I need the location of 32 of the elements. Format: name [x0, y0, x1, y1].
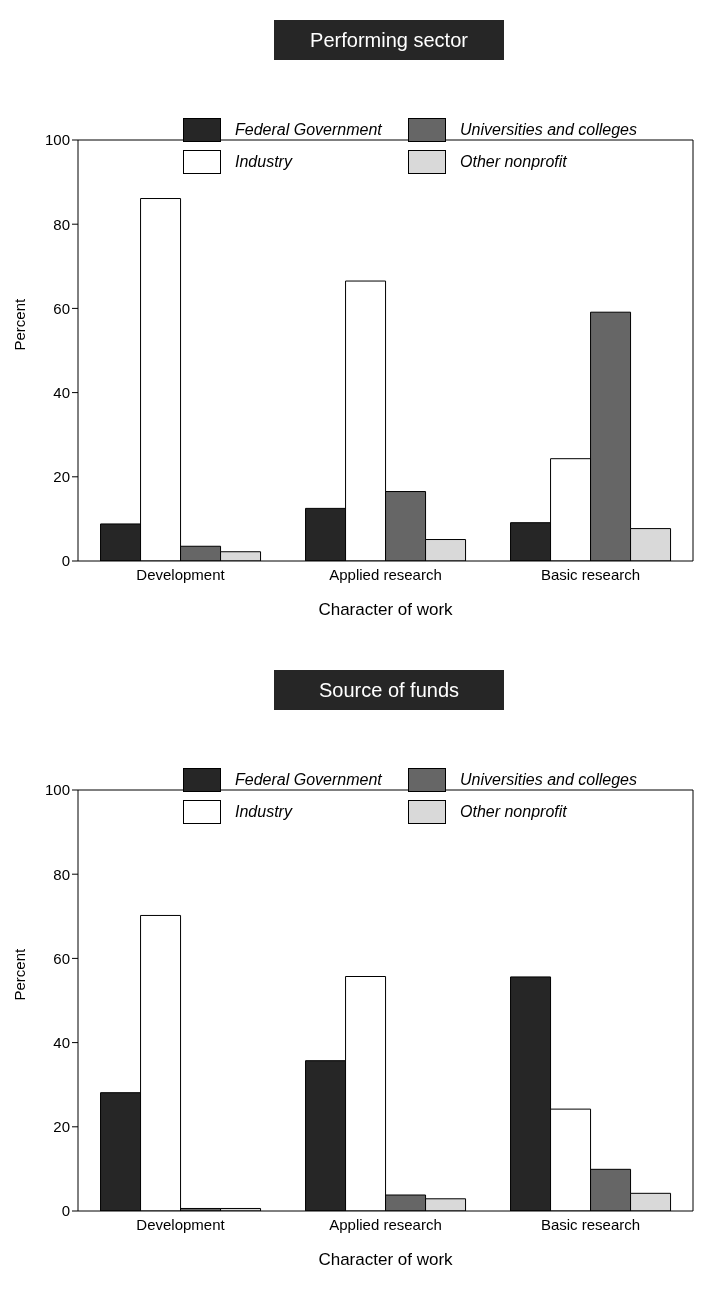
y-tick-label: 0: [61, 1202, 70, 1220]
legend-label: Other nonprofit: [460, 153, 567, 171]
y-tick-label: 20: [53, 468, 70, 486]
y-tick-label: 40: [53, 1033, 70, 1051]
legend-label: Other nonprofit: [460, 803, 567, 821]
y-tick-label: 0: [61, 552, 70, 570]
legend-label: Industry: [235, 153, 292, 171]
legend-label: Industry: [235, 803, 292, 821]
chart-title: Source of funds: [274, 670, 504, 710]
x-tick-label: Basic research: [540, 565, 641, 583]
x-tick-label: Development: [136, 1215, 226, 1233]
y-tick-label: 80: [53, 215, 70, 233]
chart-title: Performing sector: [274, 20, 504, 60]
x-tick-label: Applied research: [329, 1215, 442, 1233]
y-tick-label: 40: [53, 383, 70, 401]
y-tick-label: 60: [53, 299, 70, 317]
x-axis-title: Character of work: [318, 600, 454, 619]
y-tick-label: 100: [44, 781, 70, 799]
y-tick-label: 80: [53, 865, 70, 883]
y-axis-title: Percent: [11, 297, 29, 351]
x-axis-title: Character of work: [318, 1250, 454, 1269]
y-tick-label: 60: [53, 949, 70, 967]
y-tick-label: 20: [53, 1118, 70, 1136]
legend-label: Universities and colleges: [460, 121, 637, 139]
legend-label: Universities and colleges: [460, 771, 637, 789]
x-tick-label: Basic research: [540, 1215, 641, 1233]
x-tick-label: Applied research: [329, 565, 442, 583]
x-tick-label: Development: [136, 565, 226, 583]
y-tick-label: 100: [44, 131, 70, 149]
y-axis-title: Percent: [11, 947, 29, 1001]
legend-label: Federal Government: [235, 121, 382, 139]
legend-label: Federal Government: [235, 771, 382, 789]
